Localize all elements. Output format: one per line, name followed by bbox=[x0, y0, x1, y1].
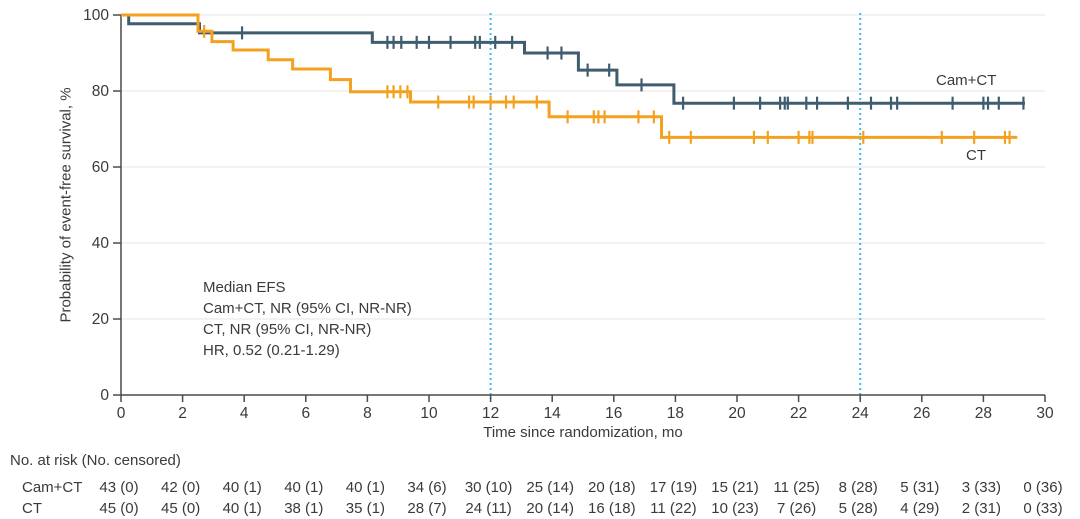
x-tick-label: 4 bbox=[240, 405, 249, 422]
x-tick-label: 20 bbox=[728, 405, 746, 422]
curve-label-ct: CT bbox=[966, 147, 986, 164]
risk-cell: 30 (10) bbox=[464, 479, 513, 496]
annotation-line-cam-ct: Cam+CT, NR (95% CI, NR-NR) bbox=[203, 300, 412, 317]
km-curve-cam-ct bbox=[121, 13, 1025, 105]
risk-cell: 20 (18) bbox=[588, 479, 636, 496]
x-tick-label: 10 bbox=[420, 405, 438, 422]
risk-cell: 40 (1) bbox=[345, 479, 385, 496]
curve-label-cam-ct: Cam+CT bbox=[936, 72, 997, 89]
annotation-line-median-efs: Median EFS bbox=[203, 279, 286, 296]
y-axis-title: Probability of event-free survival, % bbox=[57, 87, 75, 323]
risk-cell: 8 (28) bbox=[838, 479, 878, 496]
risk-cell: 11 (25) bbox=[773, 479, 820, 496]
risk-cell: 40 (1) bbox=[284, 479, 324, 496]
risk-cell: 17 (19) bbox=[649, 479, 698, 496]
x-tick-label: 16 bbox=[605, 405, 622, 422]
median-efs-annotation: Median EFS Cam+CT, NR (95% CI, NR-NR) CT… bbox=[203, 277, 412, 361]
risk-cell: 3 (33) bbox=[961, 479, 1001, 496]
y-tick-label: 60 bbox=[92, 159, 110, 176]
x-tick-label: 8 bbox=[363, 405, 372, 422]
y-tick-label: 0 bbox=[100, 387, 109, 404]
y-tick-label: 40 bbox=[92, 235, 110, 252]
risk-cell: 5 (31) bbox=[900, 479, 940, 496]
risk-row-label-cam-ct: Cam+CT bbox=[22, 479, 83, 496]
risk-cell: 40 (1) bbox=[222, 479, 262, 496]
x-axis-title: Time since randomization, mo bbox=[483, 424, 683, 441]
risk-cell: 24 (11) bbox=[465, 500, 512, 517]
risk-cell: 45 (0) bbox=[161, 500, 201, 517]
x-tick-label: 26 bbox=[913, 405, 930, 422]
x-tick-label: 14 bbox=[544, 405, 562, 422]
risk-cell: 10 (23) bbox=[711, 500, 759, 517]
risk-cell: 5 (28) bbox=[838, 500, 878, 517]
risk-cell: 28 (7) bbox=[407, 500, 447, 517]
risk-cell: 16 (18) bbox=[588, 500, 636, 517]
x-tick-label: 22 bbox=[790, 405, 807, 422]
risk-table-title: No. at risk (No. censored) bbox=[10, 452, 181, 469]
risk-cell: 34 (6) bbox=[407, 479, 447, 496]
x-tick-label: 2 bbox=[178, 405, 187, 422]
risk-cell: 11 (22) bbox=[650, 500, 697, 517]
risk-cell: 40 (1) bbox=[222, 500, 262, 517]
x-tick-label: 6 bbox=[301, 405, 310, 422]
risk-cell: 2 (31) bbox=[961, 500, 1001, 517]
risk-cell: 42 (0) bbox=[161, 479, 201, 496]
risk-cell: 0 (33) bbox=[1023, 500, 1063, 517]
risk-cell: 20 (14) bbox=[526, 500, 574, 517]
risk-cell: 43 (0) bbox=[99, 479, 139, 496]
y-tick-label: 80 bbox=[92, 83, 110, 100]
y-tick-label: 100 bbox=[83, 7, 109, 24]
annotation-line-ct: CT, NR (95% CI, NR-NR) bbox=[203, 321, 372, 338]
x-tick-label: 0 bbox=[117, 405, 126, 422]
x-tick-label: 12 bbox=[482, 405, 499, 422]
risk-cell: 45 (0) bbox=[99, 500, 139, 517]
risk-cell: 25 (14) bbox=[526, 479, 574, 496]
annotation-line-hr: HR, 0.52 (0.21-1.29) bbox=[203, 342, 340, 359]
x-tick-label: 30 bbox=[1036, 405, 1054, 422]
y-tick-label: 20 bbox=[92, 311, 110, 328]
risk-cell: 7 (26) bbox=[777, 500, 817, 517]
x-tick-label: 24 bbox=[852, 405, 870, 422]
risk-cell: 15 (21) bbox=[711, 479, 759, 496]
risk-cell: 35 (1) bbox=[345, 500, 385, 517]
risk-cell: 0 (36) bbox=[1023, 479, 1063, 496]
x-tick-label: 18 bbox=[667, 405, 684, 422]
x-tick-label: 28 bbox=[975, 405, 992, 422]
risk-cell: 38 (1) bbox=[284, 500, 324, 517]
risk-row-label-ct: CT bbox=[22, 500, 42, 517]
km-curve-ct bbox=[121, 13, 1018, 139]
risk-cell: 4 (29) bbox=[900, 500, 940, 517]
